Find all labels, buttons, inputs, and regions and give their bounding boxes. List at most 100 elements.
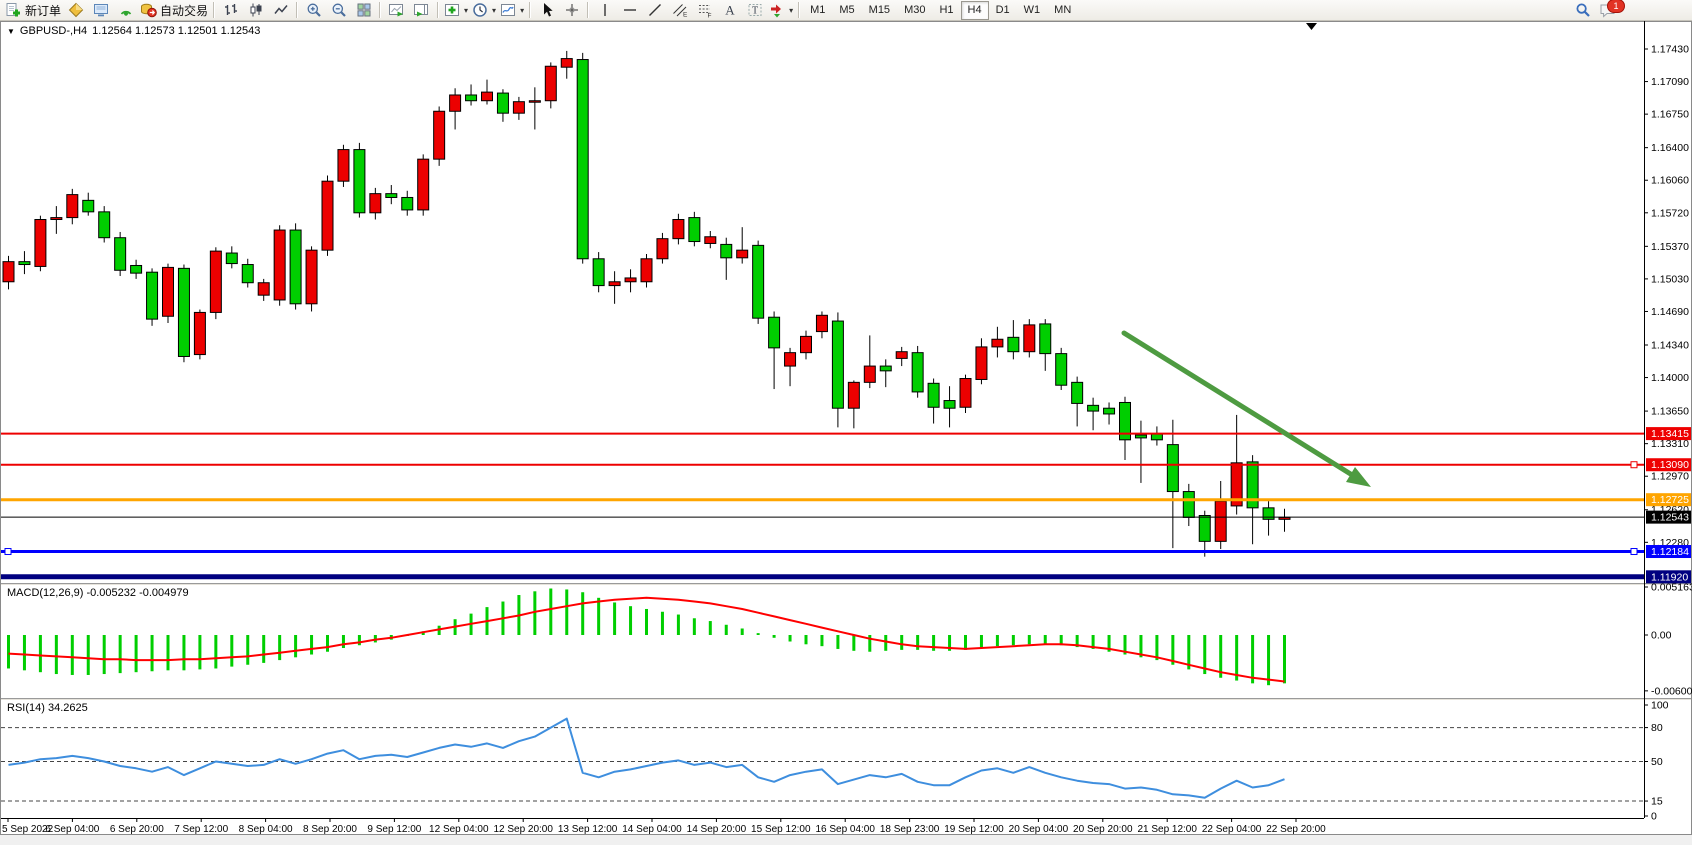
- new-order-label: 新订单: [25, 3, 62, 18]
- candle: [640, 253, 653, 288]
- date-axis-label: 13 Sep 12:00: [558, 824, 618, 835]
- zoom-in-icon: [306, 2, 322, 18]
- trend-arrow[interactable]: [1121, 330, 1371, 487]
- timeframe-group: M1 M5 M15 M30 H1 H4 D1 W1 MN: [803, 0, 1078, 20]
- candle: [34, 215, 47, 272]
- tile-windows-button[interactable]: [351, 1, 376, 20]
- indicators-button[interactable]: ▾: [442, 1, 470, 20]
- chart-shift-marker[interactable]: [1306, 23, 1317, 30]
- tf-button-M30[interactable]: M30: [904, 3, 926, 16]
- macd-histogram-bar: [645, 608, 648, 635]
- zoom-in-button[interactable]: [301, 1, 326, 20]
- macd-histogram-bar: [1203, 635, 1207, 675]
- macd-indicator-label: MACD(12,26,9) -0.005232 -0.004979: [7, 587, 189, 599]
- price-axis-label: 1.17430: [1651, 44, 1689, 56]
- arrows-icon: [769, 2, 785, 18]
- tf-button-M5[interactable]: M5: [839, 3, 855, 16]
- zoom-out-button[interactable]: [326, 1, 351, 20]
- horizontal-line-button[interactable]: [617, 1, 642, 20]
- market-watch-button[interactable]: [63, 1, 88, 20]
- macd-histogram-bar: [549, 588, 553, 635]
- macd-histogram-bar: [533, 591, 537, 635]
- price-axis-label: 1.15370: [1651, 241, 1689, 253]
- date-axis-label: 9 Sep 12:00: [367, 824, 421, 835]
- tf-button-M15[interactable]: M15: [868, 3, 891, 16]
- bar-chart-type-button[interactable]: [218, 1, 243, 20]
- candle: [305, 246, 318, 312]
- cursor-button[interactable]: [534, 1, 559, 20]
- date-axis-label: 15 Sep 12:00: [751, 824, 811, 835]
- rsi-axis-label: 50: [1651, 756, 1663, 768]
- trendline-button[interactable]: [642, 1, 667, 20]
- periods-button[interactable]: ▾: [470, 1, 498, 20]
- date-axis-label: 6 Sep 20:00: [110, 824, 164, 835]
- macd-histogram-bar: [1011, 635, 1015, 646]
- zoom-out-icon: [331, 2, 347, 18]
- macd-histogram-bar: [581, 592, 585, 635]
- hline-handle-support-1[interactable]: [4, 548, 12, 556]
- macd-histogram-bar: [1251, 635, 1255, 684]
- line-chart-type-button[interactable]: [268, 1, 293, 20]
- tf-button-D1[interactable]: D1: [995, 3, 1010, 16]
- text-label-icon: T: [747, 2, 763, 18]
- arrows-button[interactable]: ▾: [767, 1, 795, 20]
- candlestick-chart-type-button[interactable]: [243, 1, 268, 20]
- separator: [296, 2, 299, 18]
- data-window-button[interactable]: [88, 1, 113, 20]
- macd-histogram-bar: [836, 635, 840, 649]
- hline-handle-resistance-2[interactable]: [1630, 461, 1638, 469]
- symbol-dropdown-icon[interactable]: ▼: [7, 26, 15, 36]
- crosshair-button[interactable]: [559, 1, 584, 20]
- tf-button-W1[interactable]: W1: [1023, 3, 1041, 16]
- candle: [385, 185, 398, 205]
- fibonacci-button[interactable]: F: [692, 1, 717, 20]
- chat-button[interactable]: 1: [1595, 0, 1625, 20]
- tf-button-H4[interactable]: H4: [960, 0, 989, 20]
- channel-button[interactable]: E: [667, 1, 692, 20]
- candle: [18, 251, 31, 275]
- candle: [417, 154, 430, 216]
- candle: [768, 311, 781, 390]
- macd-histogram-bar: [7, 635, 10, 669]
- macd-histogram-bar: [1267, 635, 1271, 686]
- candle: [991, 326, 1004, 358]
- macd-histogram-bar: [1091, 635, 1095, 649]
- price-badge-bid-price-line: 1.12543: [1646, 510, 1691, 524]
- symbol-label: GBPUSD-,H4: [19, 25, 88, 37]
- price-axis-label: 1.13310: [1651, 438, 1689, 450]
- macd-histogram-bar: [1171, 635, 1175, 665]
- macd-histogram-bar: [868, 635, 872, 652]
- macd-histogram-bar: [676, 614, 680, 635]
- templates-button[interactable]: ▾: [498, 1, 526, 20]
- tf-button-H1[interactable]: H1: [939, 3, 954, 16]
- signal-button[interactable]: [113, 1, 138, 20]
- new-order-button[interactable]: 新订单: [3, 1, 63, 20]
- macd-histogram-bar: [772, 635, 776, 638]
- text-button[interactable]: A: [717, 1, 742, 20]
- search-button[interactable]: [1570, 1, 1595, 20]
- chevron-down-icon: ▾: [464, 5, 469, 15]
- macd-histogram-bar: [692, 618, 696, 635]
- vertical-line-button[interactable]: [592, 1, 617, 20]
- bar-chart-type-icon: [223, 2, 239, 18]
- macd-histogram-bar: [740, 628, 744, 635]
- notification-badge: 1: [1607, 0, 1625, 13]
- text-label-button[interactable]: T: [742, 1, 767, 20]
- svg-text:1.13090: 1.13090: [1651, 459, 1689, 471]
- tf-button-M1[interactable]: M1: [810, 3, 826, 16]
- indicators-icon: [444, 2, 460, 18]
- candle: [162, 263, 174, 323]
- macd-histogram-bar: [597, 597, 601, 635]
- quote-values: 1.12564 1.12573 1.12501 1.12543: [92, 25, 261, 37]
- macd-histogram-bar: [565, 589, 569, 635]
- svg-text:1.13415: 1.13415: [1651, 428, 1689, 440]
- hline-handle-support-1[interactable]: [1630, 548, 1638, 556]
- auto-scroll-button[interactable]: [384, 1, 409, 20]
- chart-shift-button[interactable]: [409, 1, 434, 20]
- autotrade-button[interactable]: 自动交易: [138, 1, 210, 20]
- candle: [273, 225, 286, 306]
- rsi-line: [8, 717, 1285, 799]
- tf-button-MN[interactable]: MN: [1054, 3, 1072, 16]
- signal-icon: [118, 2, 134, 18]
